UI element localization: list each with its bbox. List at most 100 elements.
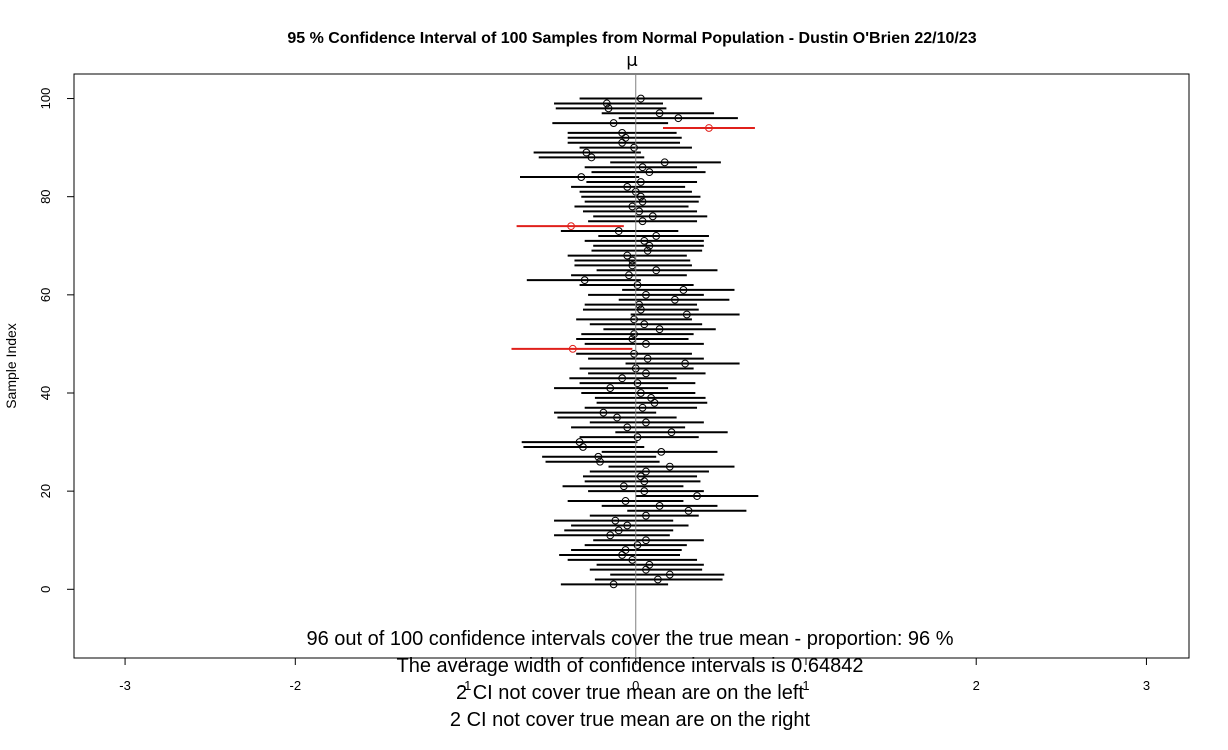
sample-mean-point: [633, 541, 642, 550]
sample-mean-point: [623, 521, 632, 530]
sample-mean-point: [602, 99, 611, 108]
x-tick-label: -2: [290, 678, 302, 693]
sample-mean-point: [604, 104, 613, 113]
sample-mean-point: [655, 325, 664, 334]
sample-mean-point: [642, 369, 650, 378]
sample-mean-point: [614, 526, 623, 535]
sample-mean-point: [630, 315, 638, 324]
sample-mean-point: [596, 457, 604, 466]
sample-mean-point: [633, 433, 642, 442]
sample-mean-point: [652, 232, 661, 240]
sample-mean-point: [642, 340, 650, 348]
sample-mean-point-miss: [568, 344, 577, 353]
sample-mean-point: [684, 506, 693, 515]
sample-mean-point: [660, 158, 669, 167]
sample-mean-point: [693, 492, 701, 500]
sample-mean-point: [655, 501, 664, 510]
sample-mean-point: [665, 570, 674, 579]
sample-mean-point: [621, 546, 630, 554]
sample-mean-point: [638, 197, 647, 206]
sample-mean-point: [647, 393, 655, 402]
sample-mean-point: [636, 305, 645, 314]
sample-mean-point: [645, 241, 654, 250]
sample-mean-point: [682, 310, 691, 319]
sample-mean-point: [577, 173, 586, 181]
sample-mean-point: [643, 246, 652, 255]
sample-mean-point: [613, 413, 621, 422]
x-tick-label: 2: [973, 678, 980, 693]
sample-mean-point: [648, 212, 657, 221]
x-tick-label: 3: [1143, 678, 1150, 693]
sample-mean-point: [653, 575, 662, 584]
annotation-line: 2 CI not cover true mean are on the left: [456, 682, 804, 704]
x-tick-label: -3: [119, 678, 131, 693]
sample-mean-point: [642, 511, 650, 520]
sample-mean-point: [642, 536, 650, 545]
sample-mean-point: [674, 114, 683, 123]
annotation-line: The average width of confidence interval…: [397, 655, 864, 677]
sample-mean-point: [638, 163, 647, 172]
y-tick-label: 0: [38, 586, 53, 593]
sample-mean-point: [623, 423, 632, 432]
sample-mean-point: [679, 286, 688, 294]
sample-mean-point: [667, 428, 676, 437]
sample-mean-point: [640, 320, 649, 329]
sample-mean-point: [681, 359, 690, 368]
sample-mean-point: [623, 182, 632, 191]
sample-mean-point: [642, 418, 650, 427]
sample-mean-point: [614, 227, 623, 235]
sample-mean-point: [609, 580, 618, 589]
sample-mean-point: [618, 374, 627, 383]
interval-marks: [511, 94, 759, 589]
annotations: 96 out of 100 confidence intervals cover…: [306, 628, 953, 731]
sample-mean-point: [633, 281, 642, 289]
sample-mean-point: [636, 178, 645, 186]
sample-mean-point: [630, 349, 638, 358]
sample-mean-point: [638, 403, 647, 412]
sample-mean-point: [645, 560, 654, 569]
annotation-line: 96 out of 100 confidence intervals cover…: [306, 628, 953, 650]
sample-mean-point: [643, 354, 652, 363]
sample-mean-point: [609, 119, 618, 127]
sample-mean-point: [636, 94, 645, 103]
x-tick-label: 0: [632, 678, 639, 693]
annotation-line: 2 CI not cover true mean are on the righ…: [450, 709, 811, 731]
sample-mean-point: [606, 384, 615, 392]
y-tick-label: 20: [38, 484, 53, 498]
sample-mean-point: [587, 153, 596, 162]
sample-mean-point: [611, 516, 620, 525]
sample-mean-point: [623, 251, 632, 260]
sample-mean-point: [636, 192, 645, 201]
sample-mean-point: [630, 143, 638, 152]
y-tick-label: 40: [38, 386, 53, 400]
x-tick-label: 1: [802, 678, 809, 693]
y-tick-label: 100: [38, 88, 53, 110]
sample-mean-point: [642, 467, 650, 476]
y-axis: 0 20 40 60 80 100: [38, 88, 74, 593]
sample-mean-point: [645, 168, 654, 177]
chart-title: 95 % Confidence Interval of 100 Samples …: [287, 30, 976, 47]
y-tick-label: 60: [38, 288, 53, 302]
sample-mean-point-miss: [567, 222, 575, 231]
sample-mean-point: [619, 482, 628, 491]
sample-mean-point: [657, 447, 666, 456]
sample-mean-point: [582, 148, 591, 157]
sample-mean-point-miss: [705, 124, 713, 132]
sample-mean-point: [625, 271, 633, 280]
sample-mean-point: [638, 217, 647, 226]
sample-mean-point: [640, 236, 649, 245]
sample-mean-point: [636, 389, 645, 397]
sample-mean-point: [640, 487, 649, 496]
y-axis-label: Sample Index: [3, 323, 19, 409]
sample-mean-point: [630, 330, 638, 339]
sample-mean-point: [606, 531, 615, 540]
sample-mean-point: [618, 128, 627, 137]
sample-mean-point: [652, 266, 661, 275]
sample-mean-point: [580, 276, 589, 285]
sample-mean-point: [575, 438, 584, 446]
x-tick-label: -1: [460, 678, 472, 693]
sample-mean-point: [599, 408, 608, 417]
sample-mean-point: [665, 462, 674, 471]
sample-mean-point: [671, 295, 679, 304]
